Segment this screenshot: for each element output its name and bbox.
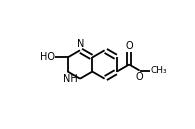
Text: NH: NH	[63, 74, 78, 84]
Text: CH₃: CH₃	[151, 66, 168, 75]
Text: HO: HO	[40, 52, 55, 62]
Text: O: O	[125, 41, 133, 51]
Text: O: O	[136, 72, 144, 82]
Text: N: N	[77, 39, 84, 49]
